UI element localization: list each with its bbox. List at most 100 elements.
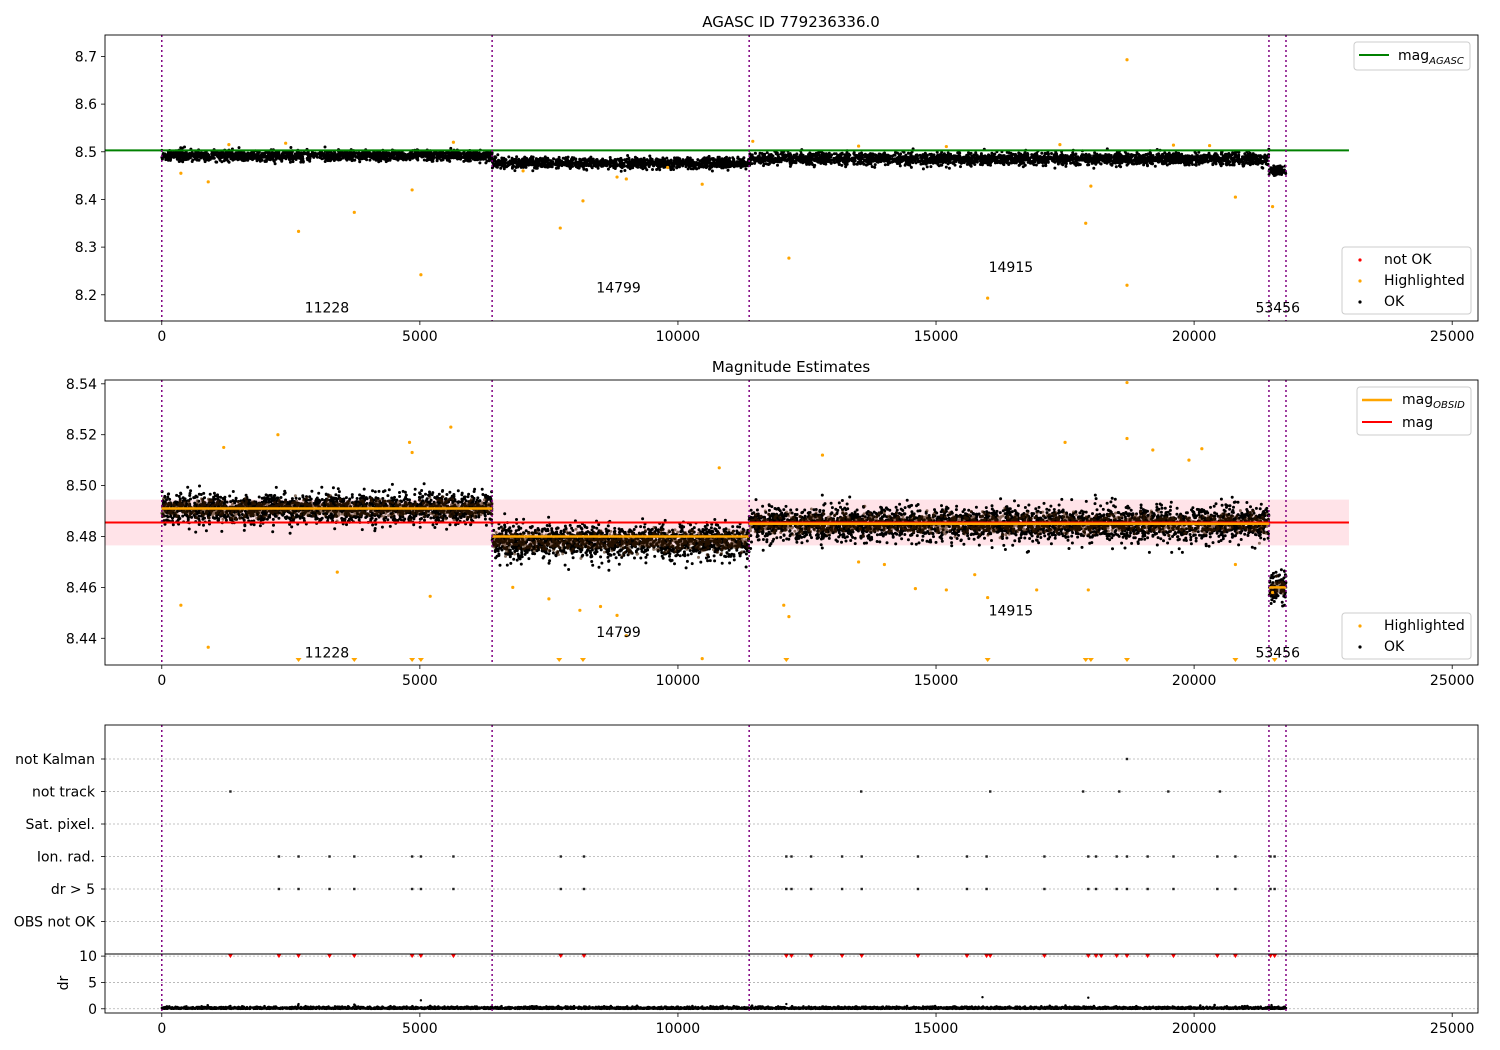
y-tick-label: 8.3	[75, 240, 97, 256]
below-range-marker	[1271, 658, 1278, 662]
panel-dr-ylabel: dr	[56, 975, 72, 990]
y-tick-label: 8.54	[66, 377, 97, 393]
legend-highlighted-marker	[1358, 624, 1362, 628]
highlighted-point	[296, 229, 301, 233]
panel-agasc-plot-area: 11228 14799 14915 53456	[105, 35, 1349, 321]
legend-ok-label: OK	[1384, 639, 1405, 655]
flag-marker	[328, 887, 331, 891]
dr-clipped-marker	[984, 954, 990, 959]
highlighted-point	[284, 141, 288, 145]
dr-clipped-marker	[987, 954, 993, 959]
flag-marker	[1115, 855, 1118, 858]
x-tick-label: 0	[157, 673, 166, 689]
highlighted-point	[1063, 440, 1067, 444]
legend-ok-marker	[1358, 300, 1362, 304]
x-tick-label: 0	[157, 329, 166, 345]
obs-label: 11228	[305, 300, 350, 316]
flag-category-label: not Kalman	[15, 752, 95, 768]
y-tick-label: 8.46	[66, 580, 97, 596]
flag-marker	[859, 790, 863, 793]
panel-dr-plot-area	[105, 954, 1478, 1013]
legend-ok-marker	[1358, 645, 1362, 649]
flag-marker	[860, 887, 863, 891]
obs-label: 11228	[305, 645, 350, 661]
dr-clipped-marker	[1093, 954, 1099, 959]
dr-clipped-marker	[783, 954, 789, 959]
flag-marker	[989, 790, 992, 793]
dr-clipped-marker	[1170, 954, 1176, 959]
flag-category-label: OBS not OK	[14, 915, 96, 931]
legend-ok-label: OK	[1384, 294, 1405, 310]
flag-marker	[1146, 887, 1149, 891]
panel-dr-axes: 0 5000 10000 15000 20000 25000 0 5 10	[79, 949, 1479, 1037]
highlighted-point	[1084, 221, 1088, 225]
dr-clipped-marker	[558, 954, 564, 959]
panel-agasc-frame	[104, 34, 1479, 322]
flag-marker	[582, 887, 586, 891]
highlighted-point	[206, 645, 210, 649]
dr-clipped-marker	[450, 954, 456, 959]
highlighted-point	[335, 570, 339, 574]
highlighted-point	[410, 188, 414, 192]
y-tick-label: 5	[88, 975, 97, 991]
panel-flags-axes: not Kalman not track Sat. pixel. Ion. rad. d…	[14, 724, 1479, 955]
flag-marker	[419, 887, 423, 891]
dr-point	[1270, 1003, 1273, 1007]
highlighted-point	[511, 585, 515, 589]
y-tick-label: 8.6	[75, 97, 97, 113]
below-range-marker	[417, 658, 424, 662]
highlighted-point	[1187, 458, 1191, 462]
flag-marker	[860, 855, 863, 858]
x-tick-label: 25000	[1430, 673, 1475, 689]
dr-point	[981, 995, 984, 999]
dr-clipped-marker	[1272, 954, 1278, 959]
flag-marker	[1081, 790, 1085, 793]
highlighted-point	[882, 562, 887, 567]
ok-point-cloud	[160, 145, 1288, 177]
obs-label: 14799	[596, 625, 641, 641]
flag-category-label: dr > 5	[51, 882, 95, 898]
below-range-marker	[556, 658, 563, 662]
flag-marker	[1216, 887, 1219, 891]
flag-marker	[1125, 887, 1129, 891]
dr-clipped-marker	[1085, 954, 1091, 959]
dr-clipped-marker	[1124, 954, 1130, 959]
dr-clipped-marker	[839, 954, 845, 959]
y-tick-label: 8.7	[75, 49, 97, 65]
panel-flags: not Kalman not track Sat. pixel. Ion. rad. d…	[14, 724, 1479, 955]
highlighted-point	[1151, 448, 1155, 452]
flag-category-label: not track	[32, 785, 96, 801]
panel-mag-estimates-title: Magnitude Estimates	[712, 358, 870, 376]
highlighted-point	[986, 296, 990, 300]
flag-marker	[809, 887, 813, 891]
y-tick-label: 8.52	[66, 428, 97, 444]
flag-marker	[916, 855, 920, 858]
flag-marker	[1087, 887, 1090, 891]
legend-mag-obsid-label: magOBSID	[1402, 392, 1465, 411]
dr-clipped-marker	[1114, 954, 1120, 959]
x-tick-label: 15000	[914, 673, 959, 689]
y-tick-label: 8.2	[75, 288, 97, 304]
highlighted-point	[206, 180, 210, 184]
y-tick-label: 0	[88, 1002, 97, 1018]
flag-marker	[410, 887, 414, 891]
highlighted-point	[857, 560, 861, 564]
flag-marker	[1043, 887, 1046, 891]
dr-clipped-marker	[915, 954, 921, 959]
flag-marker	[1172, 855, 1175, 858]
highlighted-point	[717, 466, 721, 470]
below-range-marker	[1087, 658, 1094, 662]
dr-clipped-marker	[1041, 954, 1047, 959]
flag-marker	[1269, 855, 1272, 858]
dr-clipped-marker	[227, 954, 233, 959]
dr-clipped-marker	[1098, 954, 1104, 959]
highlighted-point	[521, 169, 525, 173]
flag-marker	[297, 887, 300, 891]
obs-label: 53456	[1255, 645, 1300, 661]
panel-mag-estimates-plot-area: 11228 14799 14915 53456	[105, 380, 1349, 665]
highlighted-point	[1171, 143, 1176, 147]
flag-marker	[1125, 855, 1129, 858]
panel-agasc-legend-top: magAGASC	[1353, 41, 1471, 71]
flag-marker	[785, 887, 788, 891]
flag-marker	[790, 855, 793, 858]
